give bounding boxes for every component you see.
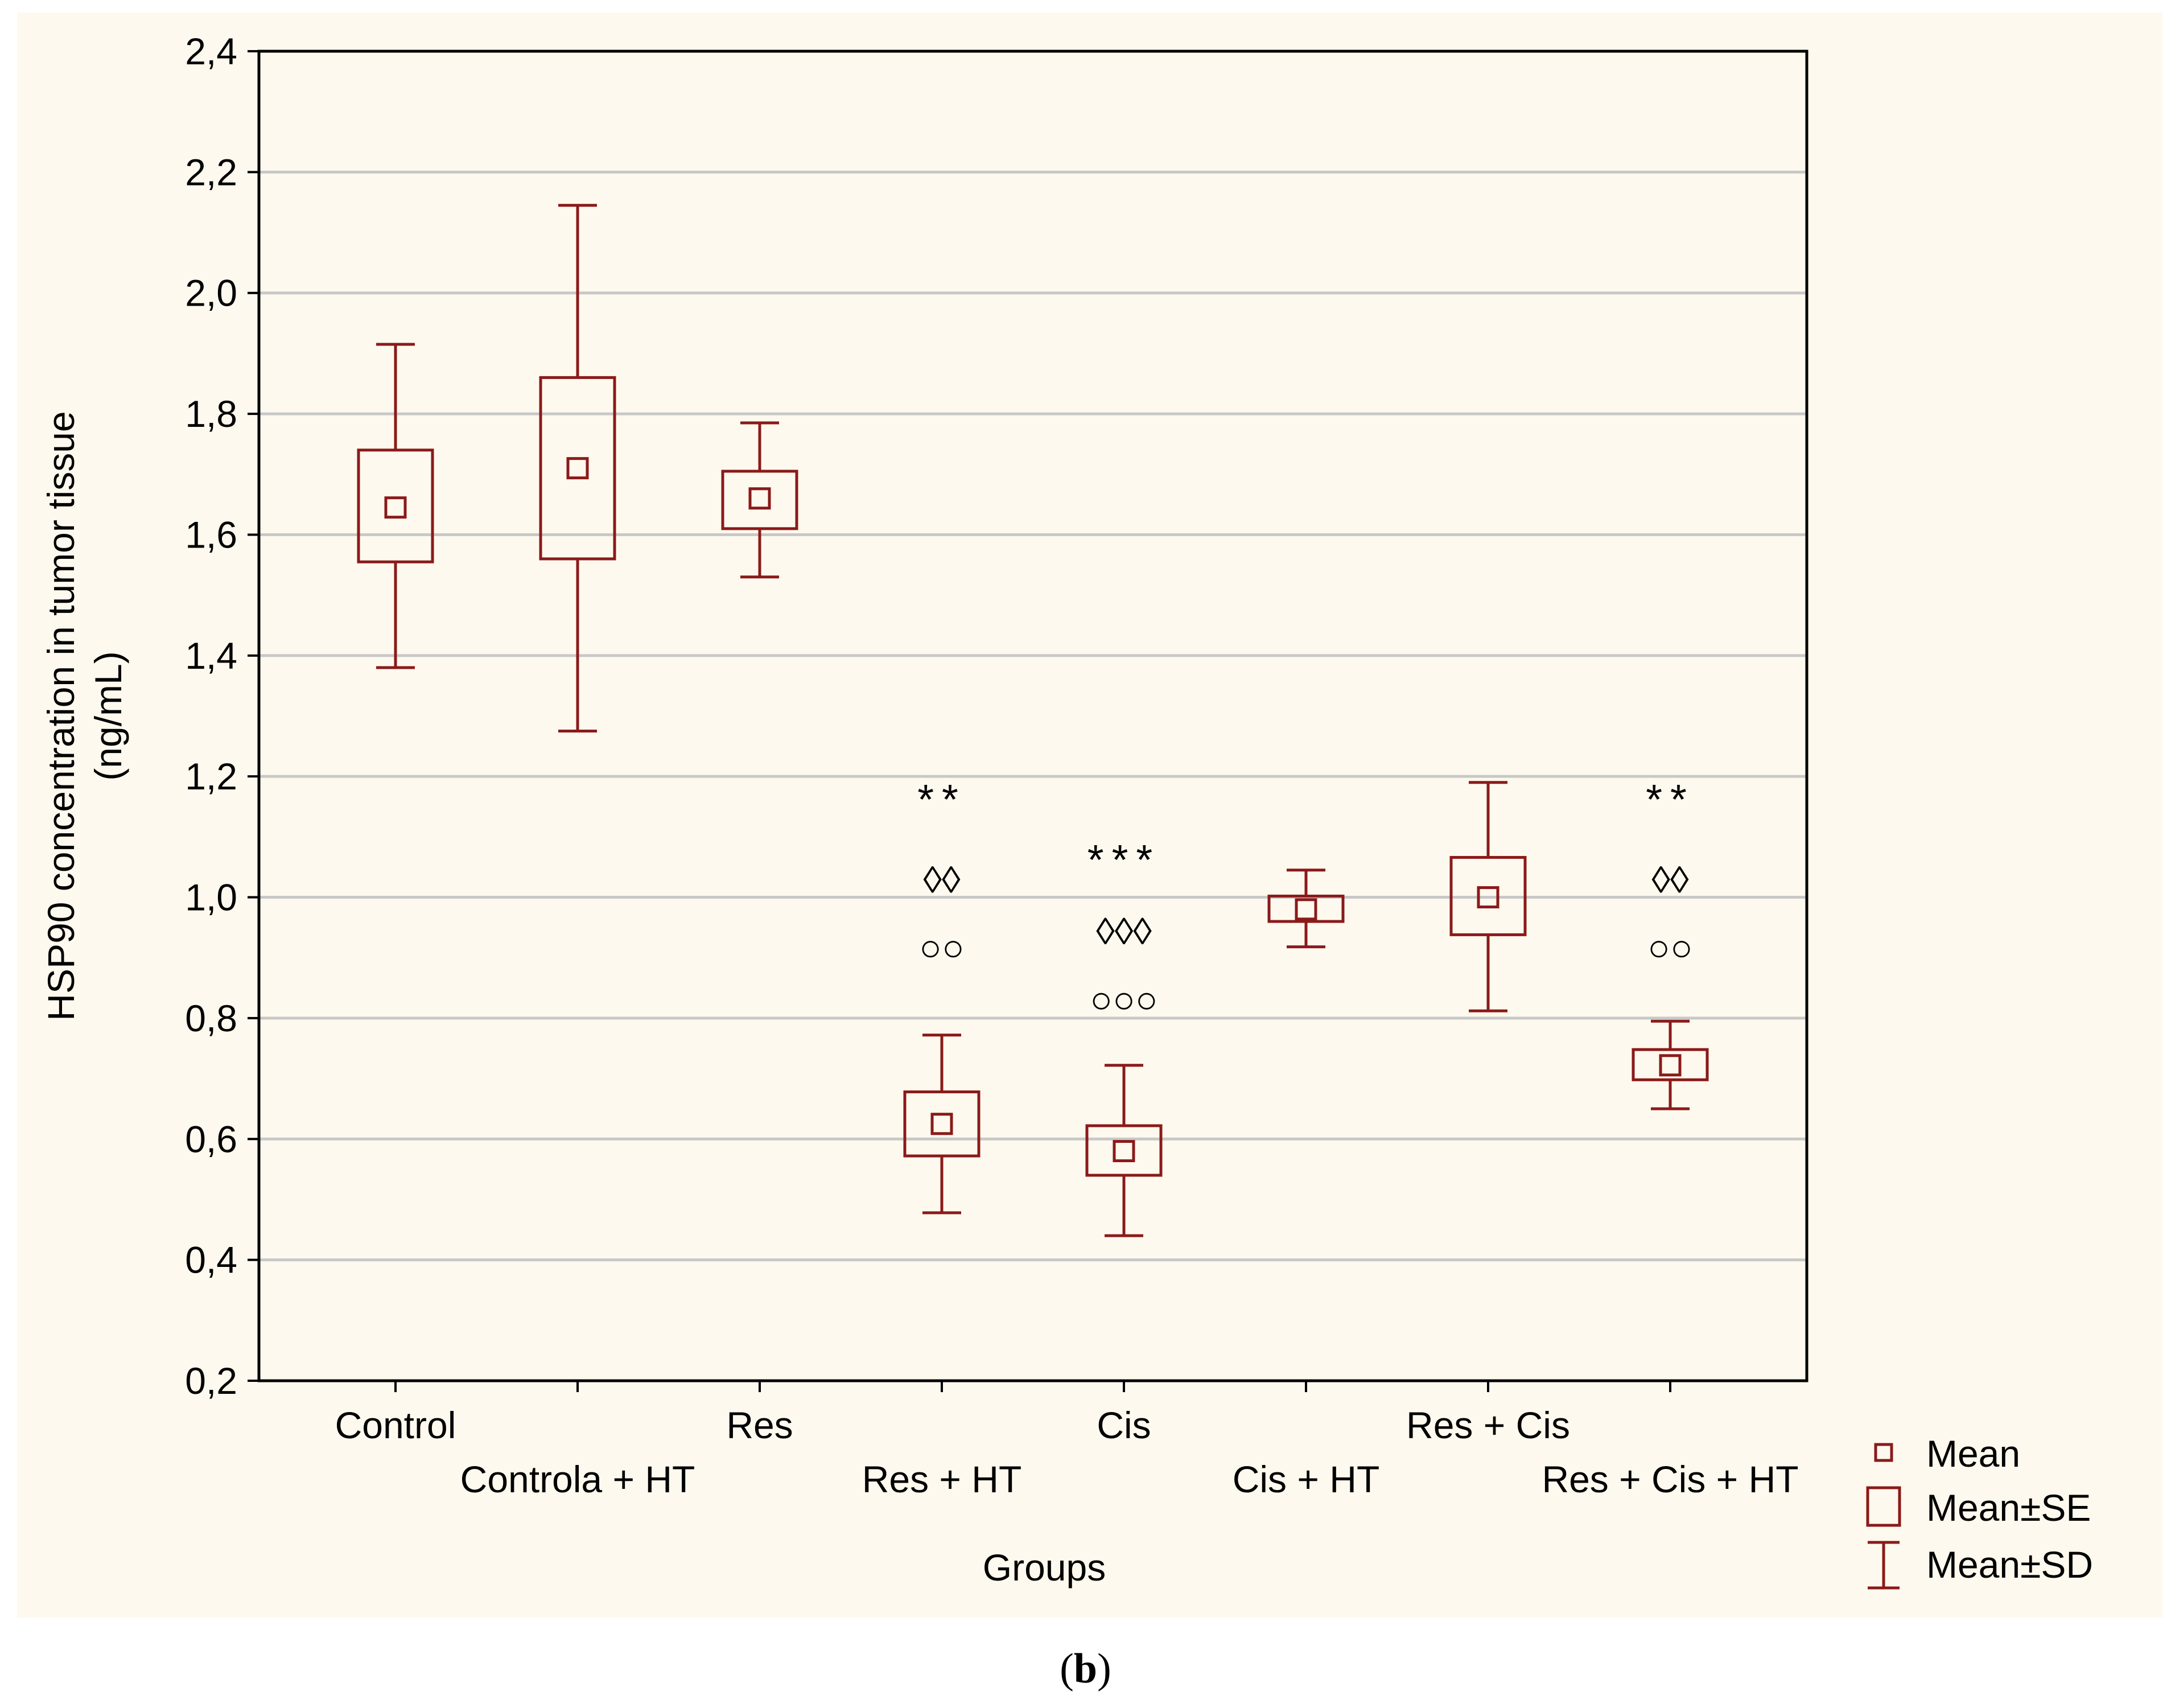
plot-frame: [257, 50, 1809, 1382]
x-tick-label: Res: [726, 1404, 793, 1446]
box-plot: 0,2 0,4 0,6 0,8 1,0 1,2 1,4 1,6 1,8 2,0 2,2 2,4 Con…: [40, 30, 2093, 1590]
significance-stars: **: [1646, 776, 1695, 823]
x-tick-label: Res + HT: [862, 1458, 1022, 1500]
group-box: [1267, 869, 1345, 949]
significance-circles: ○○: [919, 927, 965, 969]
y-axis-label-unit: (ng/mL): [87, 651, 129, 780]
group-box: [1085, 1064, 1163, 1237]
significance-circles: ○○○: [1090, 978, 1158, 1020]
x-tick-label: Control: [335, 1404, 456, 1446]
legend-se-label: Mean±SE: [1926, 1487, 2091, 1529]
significance-stars: ***: [1087, 836, 1160, 883]
se-box: [903, 1090, 981, 1158]
mean-marker: [1113, 1140, 1135, 1163]
significance-stars: **: [917, 776, 966, 823]
group-box: [1449, 781, 1527, 1013]
mean-marker: [748, 487, 771, 510]
group-box: [903, 1034, 981, 1215]
se-box: [357, 448, 434, 563]
x-tick-label: Cis + HT: [1233, 1458, 1380, 1500]
y-tick-label: 2,2: [185, 151, 237, 193]
x-tick-label: Res + Cis + HT: [1542, 1458, 1798, 1500]
y-tick-label: 1,2: [185, 755, 237, 797]
y-axis-ticks: 0,2 0,4 0,6 0,8 1,0 1,2 1,4 1,6 1,8 2,0 2,2 2,4: [185, 30, 259, 1402]
x-tick-label: Cis: [1097, 1404, 1151, 1446]
se-box: [1449, 855, 1527, 936]
se-box: [1267, 894, 1345, 923]
significance-diamonds: ◊◊: [1651, 859, 1689, 901]
gridlines: [259, 170, 1807, 1262]
caption-open: (: [1060, 1645, 1074, 1692]
y-tick-label: 0,4: [185, 1239, 237, 1281]
y-tick-label: 1,4: [185, 635, 237, 677]
se-box: [721, 470, 798, 530]
figure-panel: 0,2 0,4 0,6 0,8 1,0 1,2 1,4 1,6 1,8 2,0 2,2 2,4 Con…: [17, 13, 2162, 1618]
se-box: [1085, 1124, 1163, 1177]
mean-marker: [930, 1113, 953, 1135]
figure-caption: (b): [0, 1645, 2171, 1693]
se-box: [1632, 1048, 1709, 1081]
legend-se-symbol: [1866, 1486, 1901, 1527]
se-box: [539, 376, 616, 561]
significance-annotations: ** ◊◊ ○○ *** ◊◊◊ ○○○ ** ◊◊ ○○: [917, 776, 1695, 1020]
caption-label: b: [1073, 1645, 1098, 1692]
legend-mean-label: Mean: [1926, 1433, 2020, 1475]
legend: Mean Mean±SE Mean±SD: [1866, 1433, 2093, 1590]
significance-diamonds: ◊◊◊: [1096, 910, 1152, 952]
group-box: [721, 421, 798, 579]
mean-marker: [1295, 898, 1317, 921]
group-box: [539, 204, 616, 733]
boxes: [357, 204, 1709, 1237]
x-tick-label: Controla + HT: [460, 1458, 695, 1500]
y-tick-label: 1,8: [185, 393, 237, 435]
y-tick-label: 0,2: [185, 1360, 237, 1402]
group-box: [1632, 1019, 1709, 1110]
y-tick-label: 2,4: [185, 30, 237, 72]
significance-diamonds: ◊◊: [923, 859, 961, 901]
x-axis-label: Groups: [983, 1546, 1106, 1588]
mean-marker: [1477, 886, 1499, 909]
legend-sd-label: Mean±SD: [1926, 1544, 2093, 1586]
y-tick-label: 1,6: [185, 513, 237, 555]
group-box: [357, 343, 434, 669]
y-axis-label: HSP90 concentration in tumor tissue: [40, 411, 82, 1020]
mean-marker: [384, 496, 407, 519]
significance-circles: ○○: [1647, 927, 1693, 969]
legend-mean-symbol: [1874, 1443, 1893, 1462]
mean-marker: [1659, 1054, 1682, 1077]
x-tick-label: Res + Cis: [1406, 1404, 1570, 1446]
caption-close: ): [1097, 1645, 1111, 1692]
y-tick-label: 0,8: [185, 997, 237, 1039]
y-tick-label: 2,0: [185, 272, 237, 314]
y-tick-label: 0,6: [185, 1118, 237, 1160]
mean-marker: [566, 457, 589, 480]
y-tick-label: 1,0: [185, 876, 237, 919]
